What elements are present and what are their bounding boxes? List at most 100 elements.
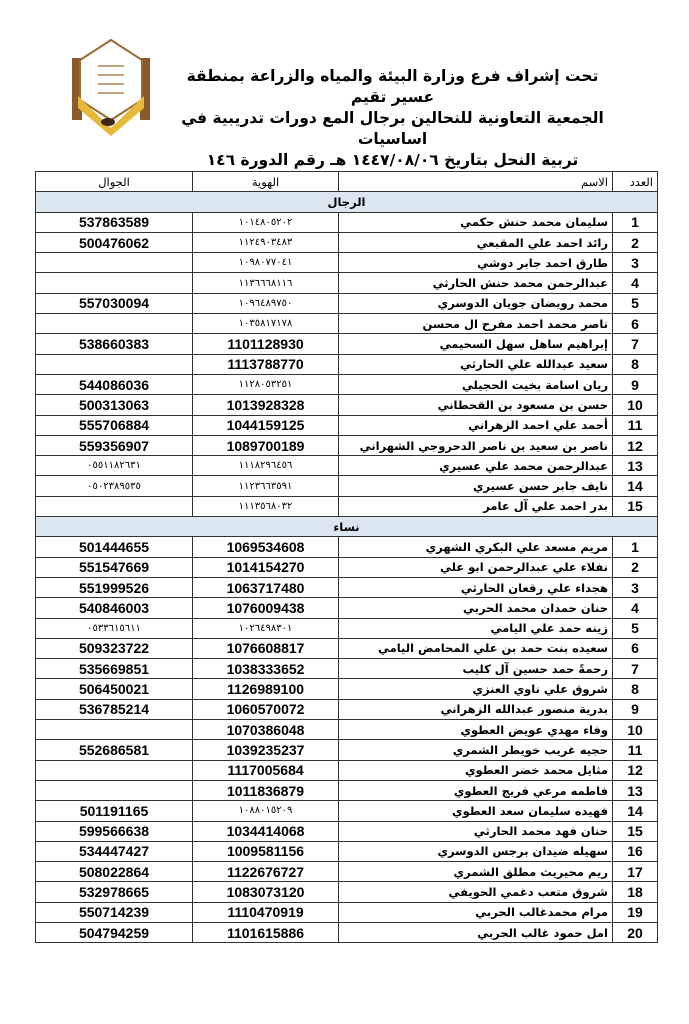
- table-row: 1 مريم مسعد علي البكري الشهري 1069534608 50…: [35, 536, 658, 558]
- national-id: ١٠٨٨٠١٥٢٠٩: [192, 800, 339, 822]
- national-id: 1083073120: [192, 881, 339, 903]
- row-number: 12: [612, 434, 658, 457]
- mobile-number: 540846003: [35, 597, 193, 619]
- mobile-number: 557030094: [35, 292, 193, 315]
- mobile-number: [35, 759, 193, 781]
- table-row: 7 رحمةً حمد حسين آل كليب 1038333652 5356698…: [35, 658, 658, 680]
- participant-name: شروق علي ناوي العنزي: [338, 678, 613, 700]
- row-number: 2: [612, 231, 658, 254]
- row-number: 6: [612, 313, 658, 335]
- participant-name: بدرية منصور عبدالله الزهراني: [338, 698, 613, 721]
- table-row: 15 بدر احمد علي آل عامر ١١١٣٥٦٨٠٣٢: [35, 495, 658, 518]
- participant-name: رائد احمد علي المقبعي: [338, 231, 613, 254]
- mobile-number: 537863589: [35, 211, 193, 233]
- table-row: 5 زينه حمد علي اليامي ١٠٢٦٤٩٨٣٠١ ٠٥٣٣٦١٥٦١١: [35, 617, 658, 639]
- national-id: ١١١٨٢٩٦٤٥٦: [192, 455, 339, 477]
- participant-name: رحمةً حمد حسين آل كليب: [338, 658, 613, 680]
- table-header-row: العدد الاسم الهوية الجوال: [35, 170, 658, 193]
- table-row: 12 مثايل محمد خضر العطوي 1117005684: [35, 759, 658, 781]
- participant-name: سهيله ضيدان برجس الدوسري: [338, 840, 613, 863]
- participant-name: ريم محيريث مطلق الشمري: [338, 861, 613, 883]
- national-id: ١٠١٤٨٠٥٢٠٢: [192, 211, 339, 233]
- table-row: 3 هجداء علي رقعان الحارثي 1063717480 551999…: [35, 576, 658, 599]
- row-number: 15: [612, 820, 658, 842]
- mobile-number: [35, 719, 193, 741]
- column-header-name: الاسم: [338, 170, 613, 193]
- national-id: 1014154270: [192, 556, 339, 578]
- row-number: 3: [612, 252, 658, 274]
- national-id: 1122676727: [192, 861, 339, 883]
- row-number: 8: [612, 353, 658, 375]
- national-id: 1013928328: [192, 394, 339, 416]
- participant-name: بدر احمد علي آل عامر: [338, 495, 613, 518]
- national-id: 1011836879: [192, 779, 339, 802]
- row-number: 5: [612, 617, 658, 639]
- table-row: 16 سهيله ضيدان برجس الدوسري 1009581156 5344…: [35, 840, 658, 863]
- table-row: 14 فهيده سليمان سعد العطوي ١٠٨٨٠١٥٢٠٩ 50119…: [35, 800, 658, 822]
- national-id: 1070386048: [192, 719, 339, 741]
- national-id: 1009581156: [192, 840, 339, 863]
- participant-name: حجيه غريب خويطر الشمري: [338, 739, 613, 761]
- participant-name: سليمان محمد حنش حكمي: [338, 211, 613, 233]
- mobile-number: 501444655: [35, 536, 193, 558]
- row-number: 10: [612, 719, 658, 741]
- mobile-number: 599566638: [35, 820, 193, 842]
- mobile-number: 500313063: [35, 394, 193, 416]
- mobile-number: 551999526: [35, 576, 193, 599]
- row-number: 4: [612, 272, 658, 294]
- mobile-number: ٠٥٥١١٨٢٦٣١: [35, 455, 193, 477]
- national-id: 1039235237: [192, 739, 339, 761]
- mobile-number: 506450021: [35, 678, 193, 700]
- mobile-number: [35, 353, 193, 375]
- table-row: 5 محمد رويضان جويان الدوسري ١٠٩٦٤٨٩٧٥٠ 5570…: [35, 292, 658, 315]
- national-id: ١٠٣٥٨١٧١٧٨: [192, 313, 339, 335]
- section-title: الرجال: [35, 191, 658, 213]
- association-logo: [70, 38, 152, 138]
- table-row: 20 امل حمود غالب الحربي 1101615886 50479425…: [35, 921, 658, 944]
- table-row: 6 سعيده بنت حمد بن علي المحامض اليامي 1076…: [35, 637, 658, 660]
- national-id: ١٠٩٨٠٧٧٠٤١: [192, 252, 339, 274]
- row-number: 15: [612, 495, 658, 518]
- mobile-number: 551547669: [35, 556, 193, 578]
- table-row: 2 رائد احمد علي المقبعي ١١٢٤٩٠٣٤٨٣ 50047606…: [35, 231, 658, 254]
- mobile-number: 538660383: [35, 333, 193, 355]
- table-row: 17 ريم محيريث مطلق الشمري 1122676727 508022…: [35, 861, 658, 883]
- mobile-number: ٠٥٠٢٣٨٩٥٣٥: [35, 475, 193, 497]
- table-row: 4 عبدالرحمن محمد حنش الحارثي ١١٣٦٦٦٨١١٦: [35, 272, 658, 294]
- table-row: 12 ناصر بن سعيد بن ناصر الدحروجي الشهراني…: [35, 434, 658, 457]
- participant-name: عبدالرحمن محمد حنش الحارثي: [338, 272, 613, 294]
- row-number: 14: [612, 475, 658, 497]
- row-number: 10: [612, 394, 658, 416]
- table-row: 18 شروق متعب دغمي الحويفي 1083073120 532978…: [35, 881, 658, 903]
- mobile-number: 504794259: [35, 921, 193, 944]
- participants-table: العدد الاسم الهوية الجوال الرجال 1 سليمان …: [35, 170, 658, 944]
- national-id: ١٠٢٦٤٩٨٣٠١: [192, 617, 339, 639]
- mobile-number: [35, 272, 193, 294]
- row-number: 19: [612, 901, 658, 923]
- national-id: 1076009438: [192, 597, 339, 619]
- mobile-number: ٠٥٣٣٦١٥٦١١: [35, 617, 193, 639]
- row-number: 3: [612, 576, 658, 599]
- table-row: 9 ريان اسامة بخيت الحجيلي ١١٢٨٠٥٣٢٥١ 544086…: [35, 373, 658, 396]
- national-id: 1034414068: [192, 820, 339, 842]
- row-number: 1: [612, 211, 658, 233]
- mobile-number: 550714239: [35, 901, 193, 923]
- table-row: 4 حنان حمدان محمد الحربي 1076009438 5408460…: [35, 597, 658, 619]
- participant-name: عبدالرحمن محمد علي عسيري: [338, 455, 613, 477]
- participant-name: امل حمود غالب الحربي: [338, 921, 613, 944]
- national-id: 1063717480: [192, 576, 339, 599]
- national-id: 1069534608: [192, 536, 339, 558]
- row-number: 4: [612, 597, 658, 619]
- participant-name: حنان فهد محمد الحارثي: [338, 820, 613, 842]
- table-row: 15 حنان فهد محمد الحارثي 1034414068 5995666…: [35, 820, 658, 842]
- row-number: 13: [612, 455, 658, 477]
- row-number: 2: [612, 556, 658, 578]
- table-row: 8 شروق علي ناوي العنزي 1126989100 506450021: [35, 678, 658, 700]
- row-number: 12: [612, 759, 658, 781]
- row-number: 1: [612, 536, 658, 558]
- table-row: 2 نفلاء علي عبدالرحمن ابو علي 1014154270 55…: [35, 556, 658, 578]
- participant-name: إبراهيم ساهل سهل السحيمي: [338, 333, 613, 355]
- participant-name: زينه حمد علي اليامي: [338, 617, 613, 639]
- row-number: 9: [612, 373, 658, 396]
- column-header-id: الهوية: [192, 170, 339, 193]
